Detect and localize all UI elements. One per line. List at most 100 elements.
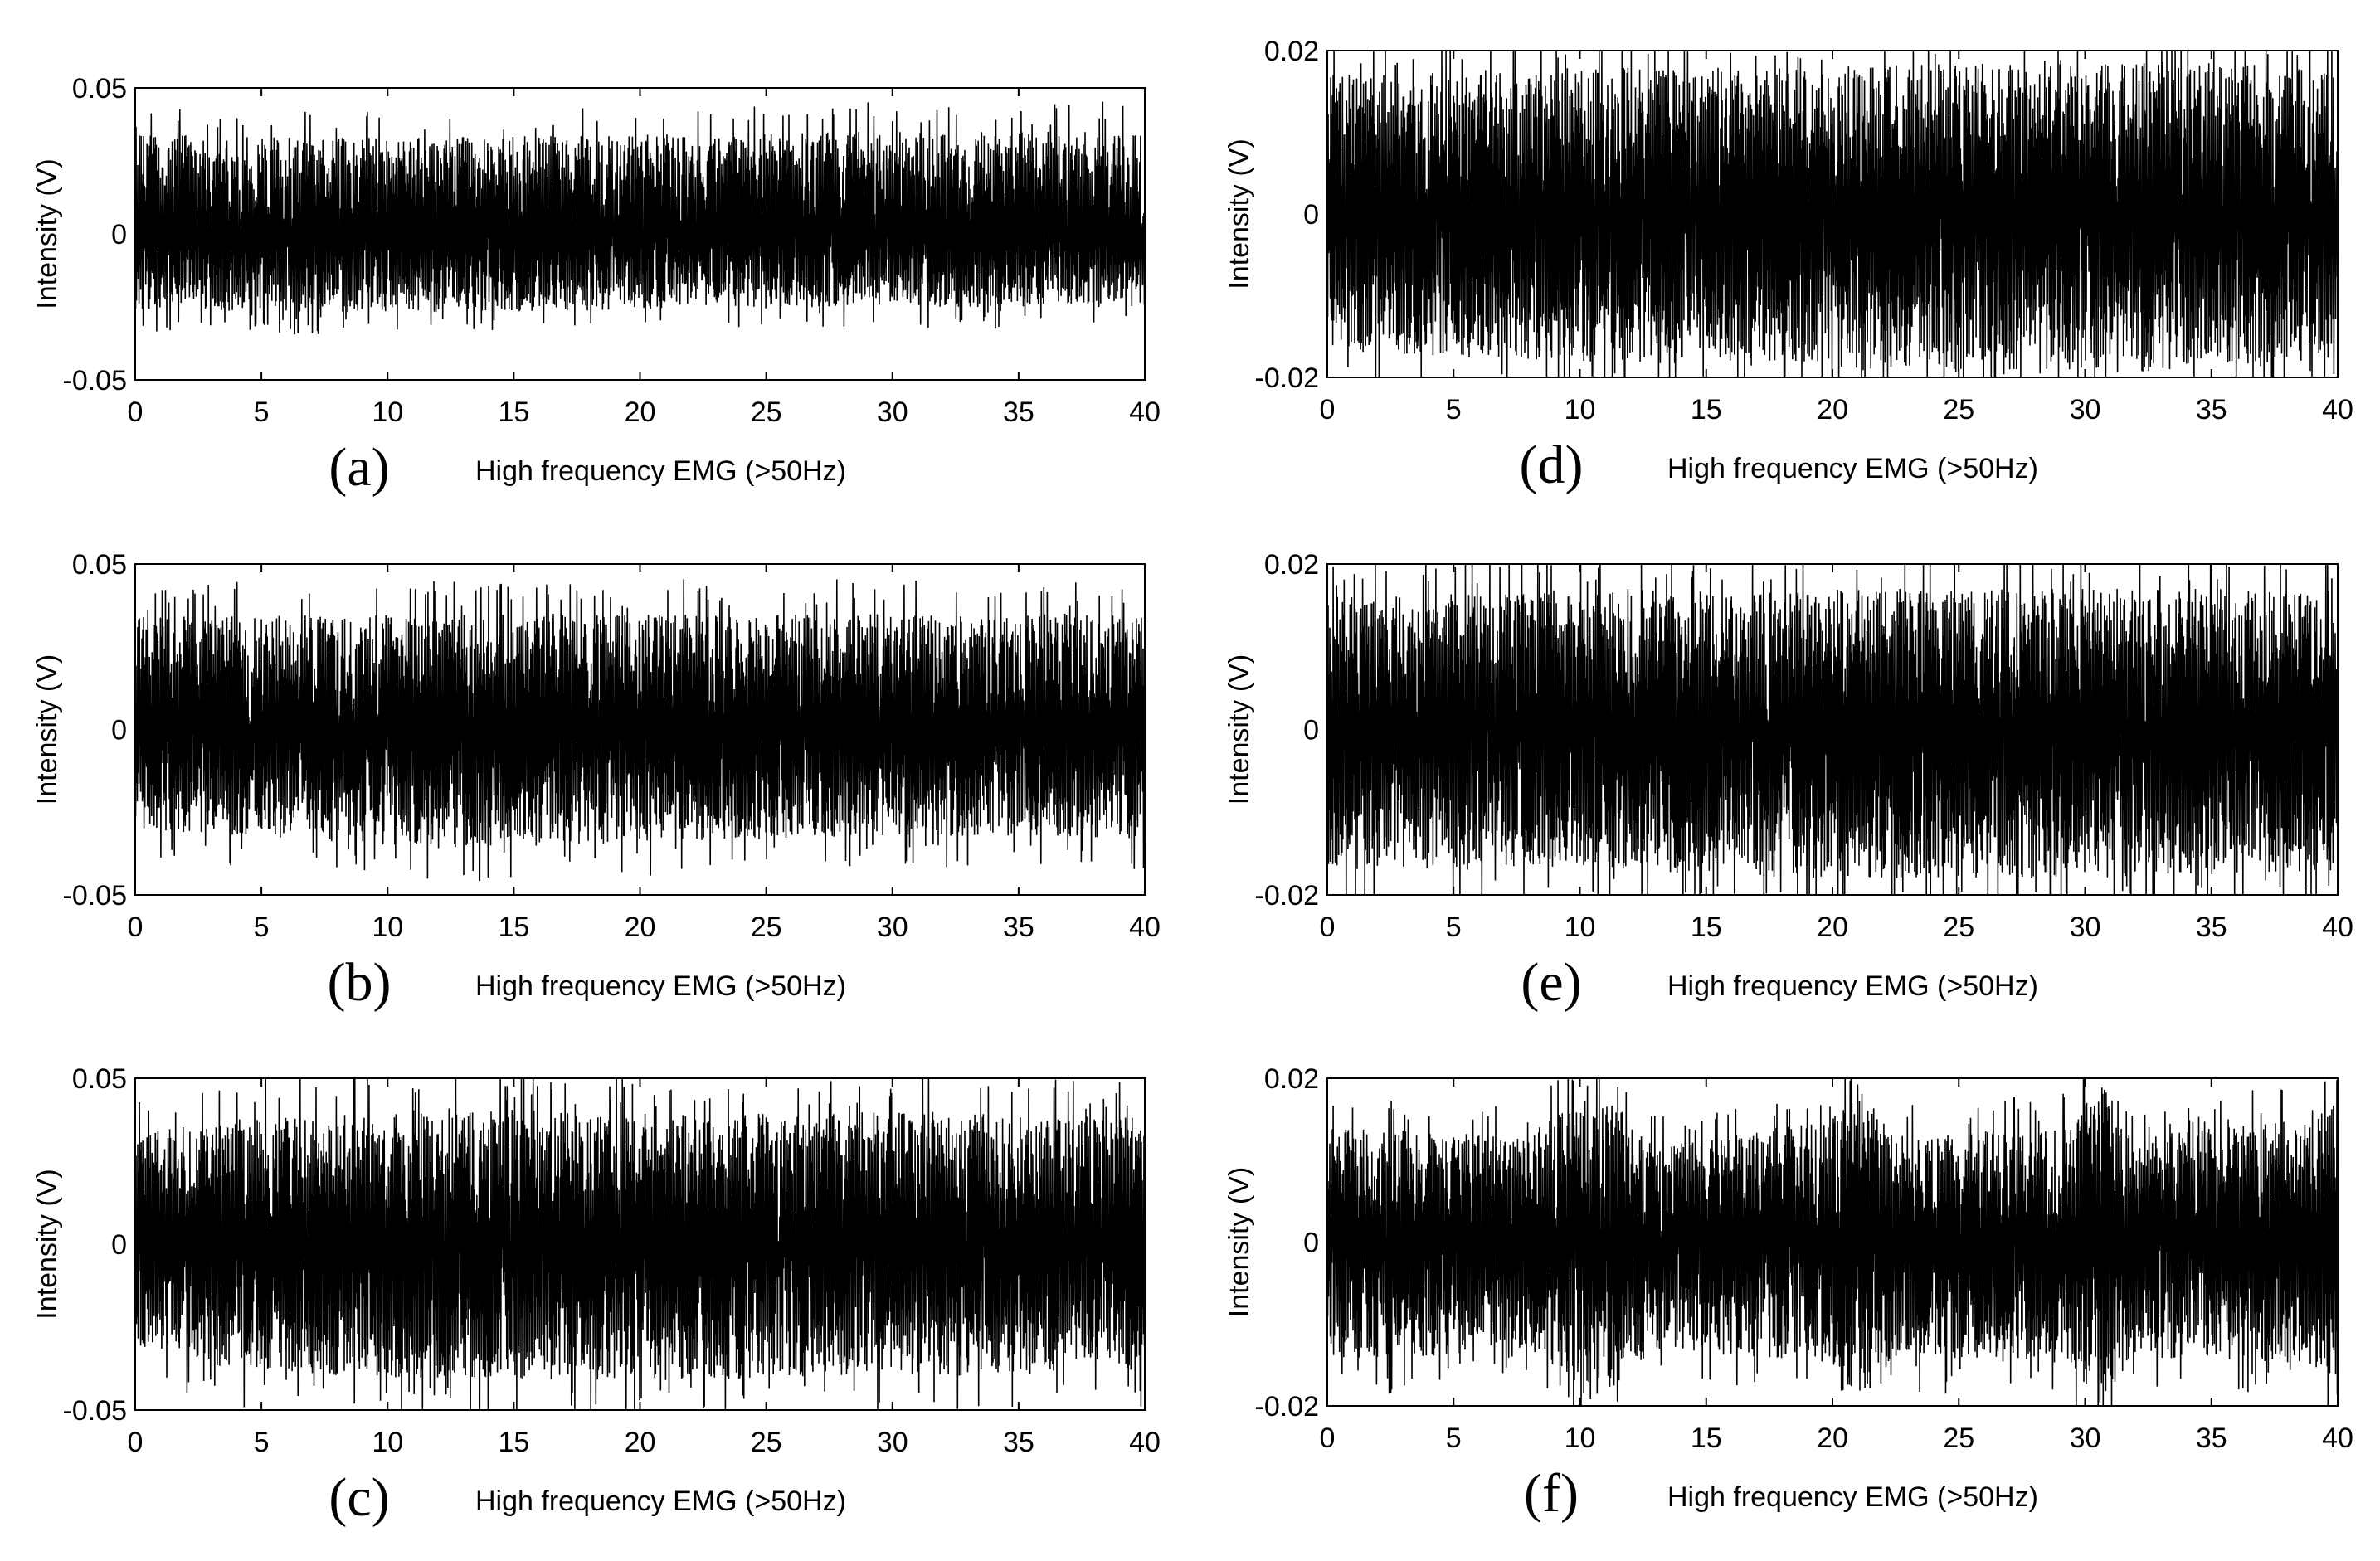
x-tick-label: 15 [1691,394,1722,426]
x-axis-label: High frequency EMG (>50Hz) [475,1486,846,1517]
x-tick-label: 25 [751,1427,782,1458]
x-tick-label: 0 [128,912,144,943]
x-tick-label: 20 [1817,912,1848,943]
x-tick-label: 35 [1003,396,1034,428]
x-tick-label: 10 [1565,394,1596,426]
y-axis-label: Intensity (V) [1224,654,1255,805]
y-tick-label: 0.05 [72,549,127,581]
x-tick-label: 30 [877,1427,908,1458]
x-tick-label: 30 [877,912,908,943]
x-axis-label: High frequency EMG (>50Hz) [1667,453,2038,484]
x-tick-label: 35 [2196,1422,2227,1454]
x-tick-label: 25 [1943,1422,1974,1454]
x-tick-label: 5 [254,1427,270,1458]
x-tick-label: 40 [2322,1422,2353,1454]
x-tick-label: 10 [372,912,403,943]
x-tick-label: 10 [1565,1422,1596,1454]
y-tick-label: -0.05 [63,880,128,912]
y-tick-label: 0 [1303,1228,1319,1259]
x-tick-label: 5 [1446,394,1462,426]
y-axis-label: Intensity (V) [32,654,63,805]
x-tick-label: 20 [1817,394,1848,426]
y-tick-label: 0.05 [72,73,127,105]
signal-trace [1326,1077,2339,1407]
x-tick-label: 30 [2070,912,2101,943]
x-tick-label: 0 [1320,1422,1336,1454]
x-tick-label: 35 [1003,912,1034,943]
y-axis-label: Intensity (V) [1224,139,1255,289]
x-tick-label: 20 [625,912,656,943]
signal-trace [134,579,1146,882]
signal-trace [1326,50,2339,378]
x-tick-label: 5 [254,396,270,428]
panel-label: (b) [328,952,392,1013]
x-tick-label: 15 [1691,912,1722,943]
y-tick-label: -0.02 [1255,880,1320,912]
x-tick-label: 25 [1943,394,1974,426]
x-tick-label: 15 [1691,1422,1722,1454]
x-axis-label: High frequency EMG (>50Hz) [475,970,846,1002]
x-tick-label: 10 [372,1427,403,1458]
x-tick-label: 40 [2322,394,2353,426]
x-axis-label: High frequency EMG (>50Hz) [475,455,846,487]
signal-trace [134,101,1146,335]
x-tick-label: 5 [254,912,270,943]
panel-label: (a) [329,437,389,498]
x-tick-label: 40 [1129,396,1161,428]
signal-trace [1326,563,2339,896]
x-tick-label: 10 [1565,912,1596,943]
x-tick-label: 30 [2070,394,2101,426]
panel-label: (d) [1520,435,1584,495]
x-tick-label: 0 [128,1427,144,1458]
x-tick-label: 15 [498,396,529,428]
panel-label: (f) [1524,1463,1579,1524]
x-tick-label: 35 [2196,912,2227,943]
signal-trace [134,1077,1146,1411]
y-tick-label: 0.02 [1264,1063,1319,1095]
x-tick-label: 30 [877,396,908,428]
y-tick-label: 0 [111,219,127,250]
y-tick-label: 0.05 [72,1063,127,1095]
x-tick-label: 20 [625,396,656,428]
x-tick-label: 0 [128,396,144,428]
x-tick-label: 5 [1446,912,1462,943]
x-tick-label: 15 [498,912,529,943]
x-tick-label: 25 [1943,912,1974,943]
x-tick-label: 40 [2322,912,2353,943]
y-tick-label: 0.02 [1264,36,1319,67]
y-axis-label: Intensity (V) [32,1169,63,1319]
x-axis-label: High frequency EMG (>50Hz) [1667,1481,2038,1513]
x-axis-label: High frequency EMG (>50Hz) [1667,970,2038,1002]
y-axis-label: Intensity (V) [1224,1167,1255,1317]
y-tick-label: 0 [1303,199,1319,231]
x-tick-label: 20 [625,1427,656,1458]
y-tick-label: 0 [1303,715,1319,746]
y-tick-label: -0.05 [63,365,128,396]
y-tick-label: -0.02 [1255,1391,1320,1422]
x-tick-label: 40 [1129,912,1161,943]
x-tick-label: 30 [2070,1422,2101,1454]
x-tick-label: 35 [2196,394,2227,426]
x-tick-label: 25 [751,396,782,428]
y-tick-label: -0.05 [63,1395,128,1427]
panel-label: (c) [329,1467,389,1528]
x-tick-label: 15 [498,1427,529,1458]
x-tick-label: 5 [1446,1422,1462,1454]
panel-label: (e) [1521,952,1581,1013]
y-tick-label: -0.02 [1255,362,1320,394]
x-tick-label: 0 [1320,912,1336,943]
y-tick-label: 0.02 [1264,549,1319,581]
x-tick-label: 0 [1320,394,1336,426]
x-tick-label: 25 [751,912,782,943]
x-tick-label: 20 [1817,1422,1848,1454]
x-tick-label: 10 [372,396,403,428]
x-tick-label: 40 [1129,1427,1161,1458]
y-axis-label: Intensity (V) [32,158,63,309]
